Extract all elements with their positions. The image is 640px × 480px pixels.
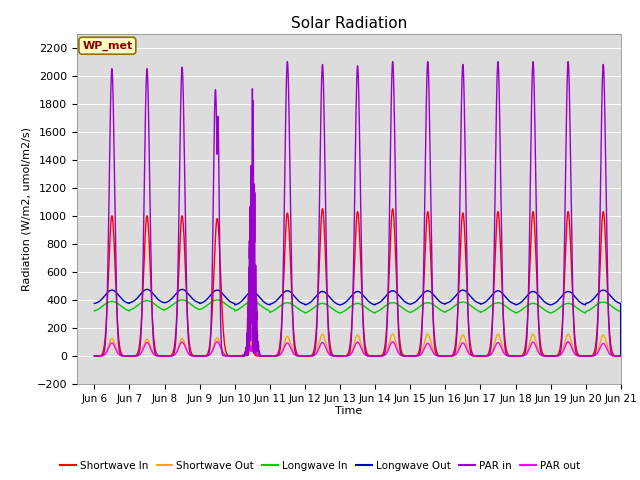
PAR in	[497, 226, 505, 232]
Shortwave Out	[319, 331, 326, 337]
Shortwave Out	[456, 341, 463, 347]
PAR out	[147, 345, 154, 350]
Longwave Out	[90, 300, 98, 306]
Shortwave In	[617, 353, 625, 359]
Line: Shortwave Out: Shortwave Out	[94, 334, 621, 356]
Legend: Shortwave In, Shortwave Out, Longwave In, Longwave Out, PAR in, PAR out: Shortwave In, Shortwave Out, Longwave In…	[56, 456, 584, 475]
Shortwave Out	[617, 353, 625, 359]
Shortwave Out	[90, 353, 98, 359]
Longwave In	[456, 300, 463, 306]
PAR in	[147, 214, 154, 220]
Shortwave Out	[154, 353, 162, 359]
Shortwave In	[456, 272, 463, 277]
Longwave In	[268, 309, 275, 315]
PAR in	[268, 353, 275, 359]
Longwave Out	[456, 289, 463, 295]
Longwave Out	[147, 288, 154, 294]
PAR in	[344, 352, 352, 358]
Shortwave Out	[147, 342, 154, 348]
Longwave In	[344, 305, 352, 311]
Longwave In	[497, 300, 505, 306]
Longwave Out	[497, 289, 505, 295]
Shortwave In	[90, 353, 98, 359]
X-axis label: Time: Time	[335, 407, 362, 417]
Longwave Out	[143, 287, 151, 292]
PAR out	[268, 353, 275, 359]
Title: Solar Radiation: Solar Radiation	[291, 16, 407, 31]
Longwave In	[90, 308, 98, 314]
Shortwave In	[268, 353, 275, 359]
PAR in	[154, 353, 162, 359]
Longwave Out	[154, 296, 162, 302]
Line: PAR out: PAR out	[94, 342, 621, 356]
PAR out	[456, 346, 463, 351]
Line: PAR in: PAR in	[94, 61, 621, 356]
PAR out	[617, 353, 625, 359]
Shortwave In	[344, 350, 352, 356]
Longwave Out	[344, 297, 352, 302]
Shortwave In	[154, 352, 162, 358]
Shortwave In	[147, 264, 154, 270]
PAR in	[617, 353, 625, 359]
PAR out	[497, 345, 505, 351]
PAR in	[284, 59, 291, 64]
Shortwave In	[319, 206, 326, 212]
PAR in	[456, 235, 463, 240]
PAR in	[90, 353, 98, 359]
Shortwave In	[497, 267, 505, 273]
PAR out	[154, 353, 162, 359]
PAR out	[213, 339, 221, 345]
Shortwave Out	[344, 353, 352, 359]
Longwave In	[179, 297, 186, 303]
PAR out	[90, 353, 98, 359]
Line: Longwave In: Longwave In	[94, 300, 621, 356]
Line: Longwave Out: Longwave Out	[94, 289, 621, 356]
Shortwave Out	[497, 340, 505, 346]
Longwave Out	[268, 301, 275, 307]
Y-axis label: Radiation (W/m2, umol/m2/s): Radiation (W/m2, umol/m2/s)	[21, 127, 31, 291]
Longwave Out	[617, 353, 625, 359]
Line: Shortwave In: Shortwave In	[94, 209, 621, 356]
Shortwave Out	[268, 353, 275, 359]
Longwave In	[147, 299, 154, 304]
Longwave In	[154, 304, 162, 310]
PAR out	[344, 353, 352, 359]
Longwave In	[617, 353, 625, 359]
Text: WP_met: WP_met	[82, 41, 132, 51]
